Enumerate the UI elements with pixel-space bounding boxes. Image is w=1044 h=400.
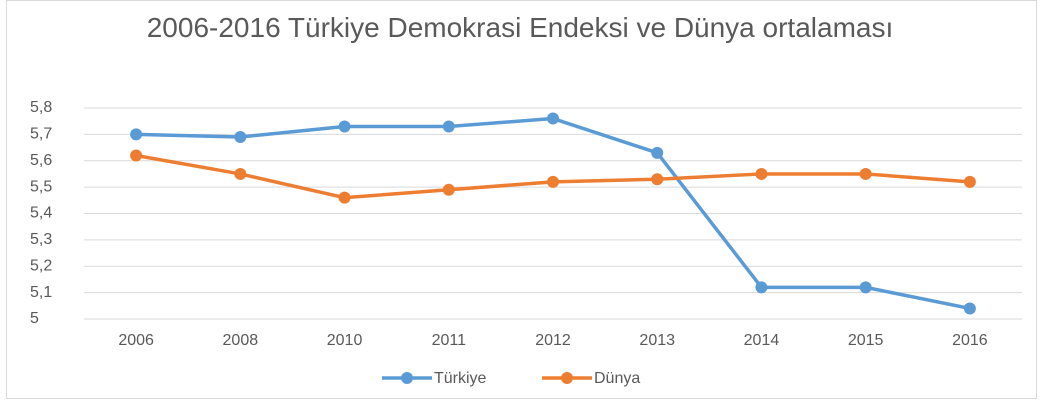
y-tick-label: 5,5 — [30, 178, 52, 195]
data-point — [859, 167, 872, 180]
data-point — [755, 167, 768, 180]
data-point — [442, 120, 455, 133]
y-tick-label: 5,6 — [30, 152, 52, 169]
y-tick-label: 5 — [30, 310, 39, 327]
legend-marker — [401, 372, 413, 384]
data-point — [963, 175, 976, 188]
x-tick-label: 2011 — [432, 332, 467, 349]
y-tick-label: 5,2 — [30, 257, 52, 274]
data-point — [651, 173, 664, 186]
data-point — [130, 149, 143, 162]
x-tick-label: 2012 — [535, 332, 571, 349]
x-tick-label: 2008 — [223, 332, 259, 349]
data-point — [338, 120, 351, 133]
legend-label: Türkiye — [434, 370, 487, 387]
y-tick-label: 5,7 — [30, 126, 52, 143]
y-tick-label: 5,4 — [30, 205, 52, 222]
legend-marker — [561, 372, 573, 384]
data-point — [963, 302, 976, 315]
x-tick-label: 2015 — [848, 332, 884, 349]
data-point — [651, 146, 664, 159]
data-point — [338, 191, 351, 204]
data-point — [130, 128, 143, 141]
x-tick-label: 2014 — [744, 332, 780, 349]
chart-title: 2006-2016 Türkiye Demokrasi Endeksi ve D… — [146, 12, 894, 43]
data-point — [547, 112, 559, 125]
data-point — [755, 281, 768, 294]
data-point — [859, 281, 872, 294]
y-tick-label: 5,8 — [30, 99, 52, 116]
data-point — [547, 175, 559, 188]
legend-label: Dünya — [594, 370, 640, 387]
chart-border — [6, 0, 1037, 399]
y-tick-label: 5,3 — [30, 231, 52, 248]
x-tick-label: 2010 — [327, 332, 363, 349]
data-point — [234, 167, 247, 180]
data-point — [442, 183, 455, 196]
x-tick-label: 2016 — [952, 332, 988, 349]
x-tick-label: 2006 — [118, 332, 154, 349]
data-point — [234, 131, 247, 144]
y-tick-label: 5,1 — [30, 284, 52, 301]
x-tick-label: 2013 — [639, 332, 675, 349]
